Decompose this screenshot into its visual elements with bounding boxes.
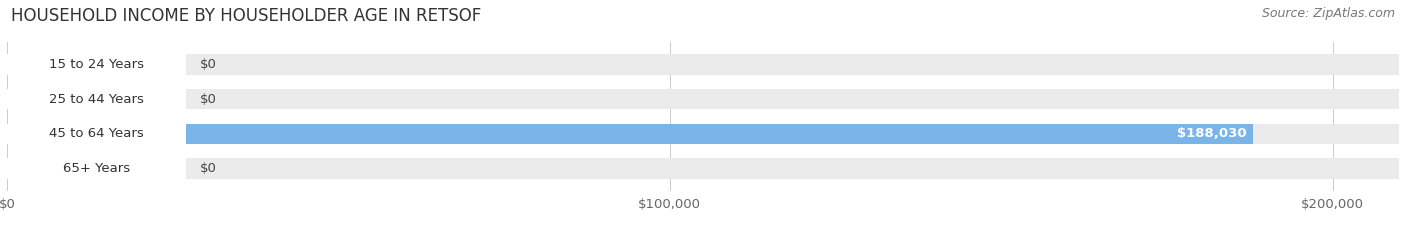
Bar bbox=[7, 158, 186, 178]
Text: $188,030: $188,030 bbox=[1177, 127, 1246, 140]
Bar bbox=[7, 55, 1399, 75]
Text: 15 to 24 Years: 15 to 24 Years bbox=[49, 58, 143, 71]
Bar bbox=[7, 89, 159, 109]
Text: 25 to 44 Years: 25 to 44 Years bbox=[49, 93, 143, 106]
Text: 45 to 64 Years: 45 to 64 Years bbox=[49, 127, 143, 140]
Bar bbox=[7, 124, 1399, 144]
Bar bbox=[7, 124, 186, 144]
Bar bbox=[7, 55, 186, 75]
Text: HOUSEHOLD INCOME BY HOUSEHOLDER AGE IN RETSOF: HOUSEHOLD INCOME BY HOUSEHOLDER AGE IN R… bbox=[11, 7, 481, 25]
Text: Source: ZipAtlas.com: Source: ZipAtlas.com bbox=[1261, 7, 1395, 20]
Bar bbox=[7, 89, 186, 109]
Bar bbox=[7, 158, 159, 178]
Text: $0: $0 bbox=[200, 58, 217, 71]
Bar bbox=[7, 124, 1253, 144]
Text: 65+ Years: 65+ Years bbox=[63, 162, 131, 175]
Bar bbox=[7, 89, 1399, 109]
Text: $0: $0 bbox=[200, 162, 217, 175]
Text: $0: $0 bbox=[200, 93, 217, 106]
Bar bbox=[7, 55, 159, 75]
Bar bbox=[7, 158, 1399, 178]
